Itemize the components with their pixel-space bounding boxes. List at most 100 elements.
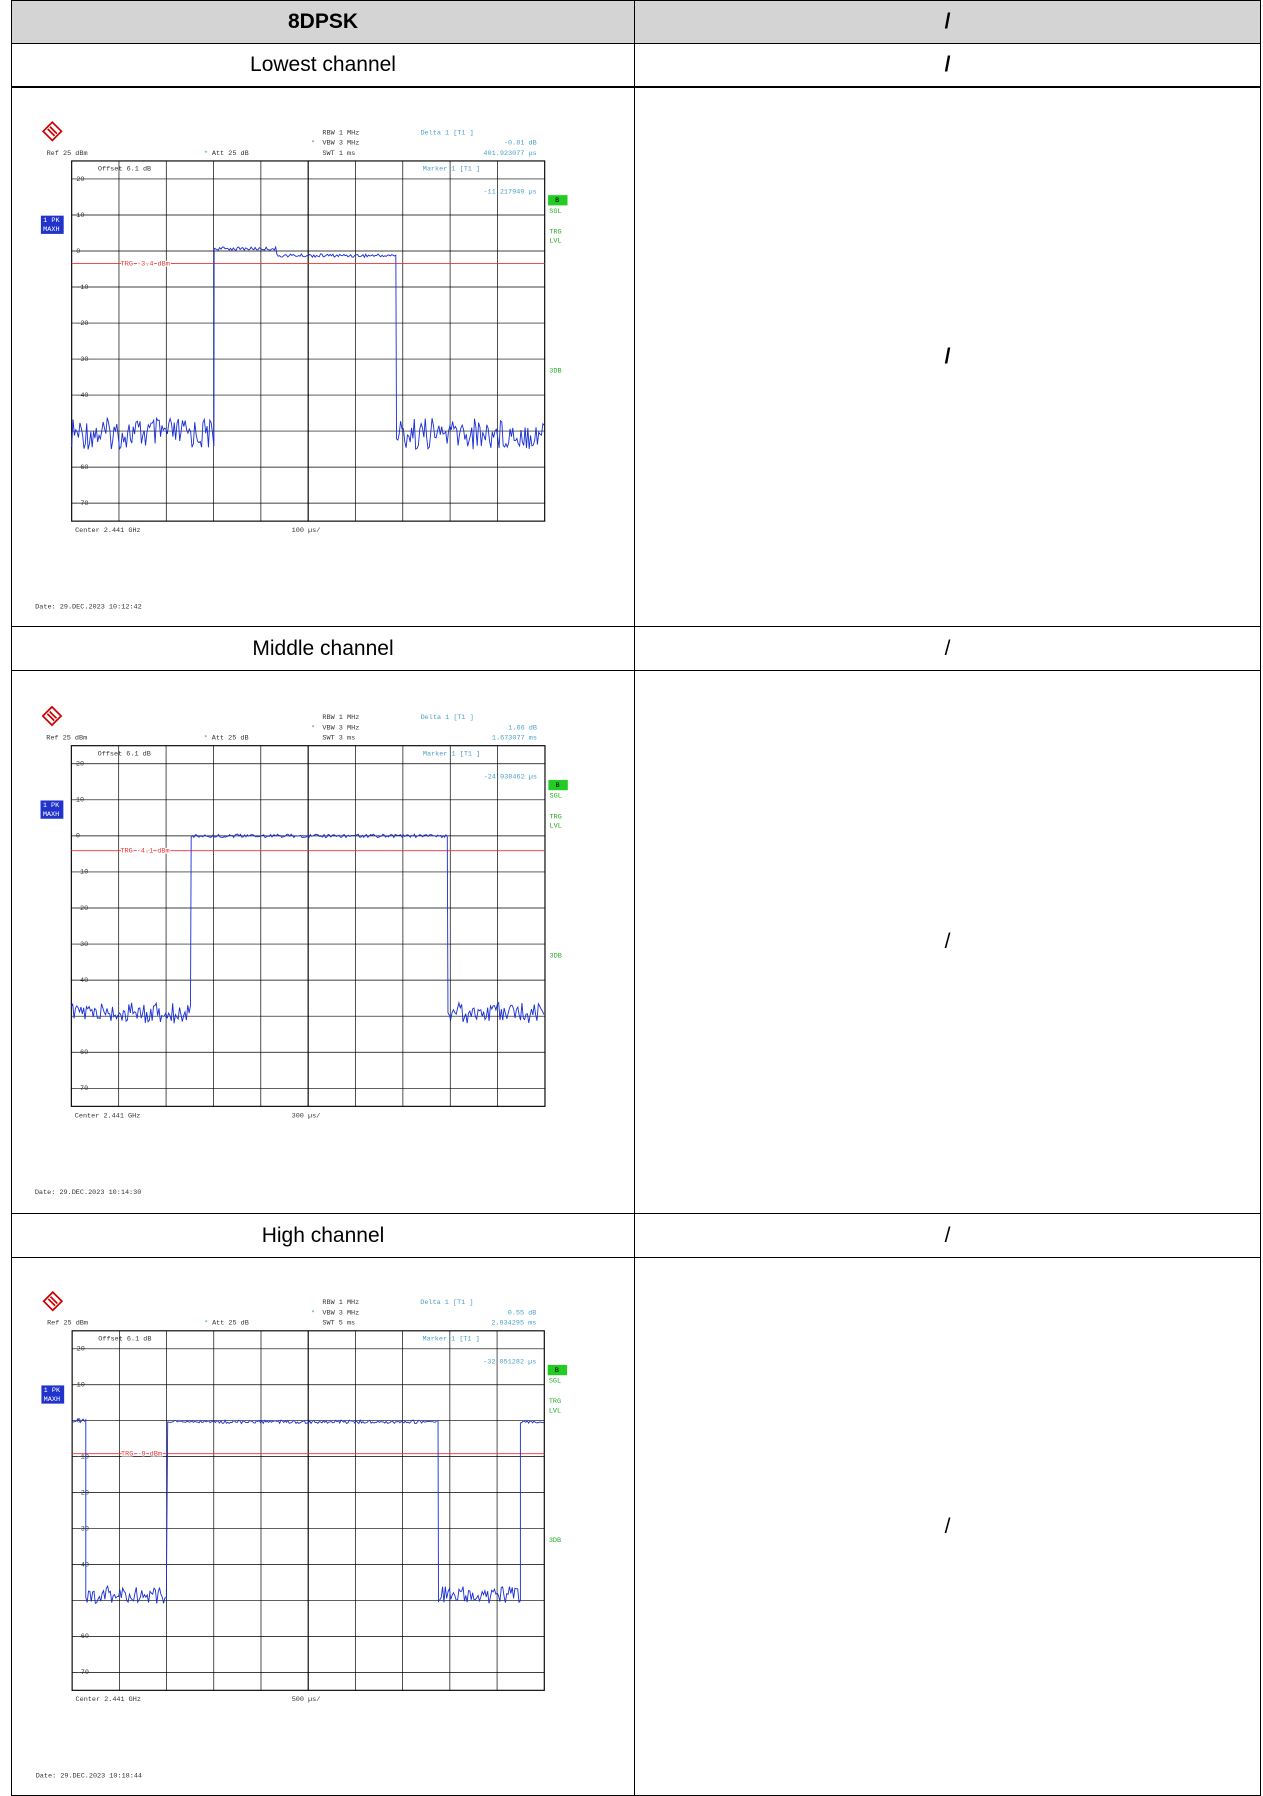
- status: 3DB: [549, 367, 561, 375]
- ref: Ref 25 dBm: [47, 1320, 88, 1328]
- trace-label: 1 PK: [43, 802, 60, 810]
- analyzer-screen: RBW 1 MHz * VBW 3 MHz SWT 3 ms Ref 25 dBm * At…: [35, 705, 568, 1197]
- trace-label: MAXH: [44, 1396, 60, 1404]
- status: B: [555, 1367, 559, 1375]
- y-tick-label: -70: [76, 500, 88, 508]
- sweep: 300 µs/: [292, 1112, 321, 1120]
- status: TRG: [549, 1398, 561, 1406]
- att: Att 25 dB: [212, 150, 249, 158]
- status: TRG: [550, 813, 562, 821]
- trigger-label: TRG -9 dBm: [121, 1450, 162, 1458]
- trace: [71, 245, 545, 451]
- trigger-label: TRG -3.4 dBm: [121, 260, 170, 268]
- logo-mark: [47, 1296, 58, 1307]
- y-tick-label: -10: [77, 1453, 89, 1461]
- marker-title: Marker 1 [T1 ]: [423, 1336, 480, 1344]
- date: Date: 29.DEC.2023 10:12:42: [35, 603, 142, 611]
- delta-value: -0.81 dB: [504, 140, 537, 148]
- status: SGL: [549, 1378, 561, 1386]
- center: Center 2.441 GHz: [76, 1696, 141, 1704]
- y-tick-label: 0: [77, 1417, 81, 1425]
- logo-mark: [46, 710, 58, 722]
- offset: Offset 6.1 dB: [98, 166, 151, 174]
- delta-time: 1.673077 ms: [492, 735, 537, 743]
- delta-value: 0.55 dB: [508, 1309, 537, 1317]
- trace-label: MAXH: [43, 811, 59, 819]
- vbw: VBW 3 MHz: [322, 1309, 359, 1317]
- logo: [41, 705, 63, 727]
- marker-title: Marker 1 [T1 ]: [423, 751, 480, 759]
- status: SGL: [550, 793, 562, 801]
- status: B: [555, 782, 559, 790]
- status: B: [555, 197, 559, 205]
- date: Date: 29.DEC.2023 10:18:44: [36, 1772, 142, 1780]
- trace-label: 1 PK: [44, 1387, 61, 1395]
- header-cell: 8DPSK: [11, 0, 635, 44]
- y-tick-label: -20: [76, 905, 88, 913]
- header-cell: /: [634, 0, 1261, 44]
- offset: Offset 6.1 dB: [98, 1336, 151, 1344]
- status: LVL: [549, 238, 561, 246]
- row-result: /: [634, 626, 1261, 671]
- offset: Offset 6.1 dB: [98, 751, 151, 759]
- y-tick-label: -60: [76, 1049, 88, 1057]
- att: Att 25 dB: [212, 735, 249, 743]
- trigger-label: TRG -4.1 dBm: [120, 848, 169, 856]
- sweep: 100 µs/: [292, 527, 321, 535]
- y-tick-label: -10: [76, 284, 88, 292]
- y-tick-label: -40: [77, 1561, 89, 1569]
- trace-label: MAXH: [43, 226, 59, 234]
- y-tick-label: -30: [77, 1525, 89, 1533]
- delta-time: 2.934295 ms: [491, 1320, 536, 1328]
- trace-label-box: [40, 800, 64, 819]
- marker-time: -11.217949 µs: [483, 189, 536, 197]
- y-tick-label: -60: [77, 1633, 89, 1641]
- status: LVL: [550, 822, 562, 830]
- y-tick-label: 0: [76, 248, 80, 256]
- y-tick-label: -30: [76, 356, 88, 364]
- row-result: /: [634, 43, 1261, 87]
- status: LVL: [549, 1407, 561, 1415]
- status: 3DB: [550, 953, 562, 961]
- ref: Ref 25 dBm: [47, 150, 88, 158]
- vbw-star: *: [311, 724, 315, 732]
- vbw: VBW 3 MHz: [322, 724, 359, 732]
- y-tick-label: -40: [76, 392, 88, 400]
- vbw-star: *: [311, 140, 315, 148]
- date: Date: 29.DEC.2023 10:14:30: [35, 1189, 142, 1197]
- rbw: RBW 1 MHz: [322, 714, 359, 722]
- rbw: RBW 1 MHz: [322, 1299, 359, 1307]
- delta-title: Delta 1 [T1 ]: [420, 1299, 473, 1307]
- delta-title: Delta 1 [T1 ]: [420, 129, 473, 137]
- y-tick-label: 10: [76, 212, 84, 220]
- y-tick-label: -70: [77, 1669, 89, 1677]
- trace: [72, 1418, 544, 1604]
- delta-title: Delta 1 [T1 ]: [421, 714, 474, 722]
- marker-time: -32.051282 µs: [483, 1358, 536, 1366]
- logo: [42, 1290, 64, 1312]
- status: 3DB: [549, 1537, 561, 1545]
- status: SGL: [549, 208, 561, 216]
- swt: SWT 1 ms: [322, 150, 355, 158]
- marker-title: Marker 1 [T1 ]: [423, 166, 480, 174]
- y-tick-label: -60: [76, 464, 88, 472]
- logo: [41, 120, 63, 142]
- delta-time: 401.923077 µs: [483, 150, 536, 158]
- y-tick-label: -30: [76, 941, 88, 949]
- att-star: *: [204, 1320, 208, 1328]
- row-label: Lowest channel: [11, 43, 635, 87]
- analyzer-screen: RBW 1 MHz * VBW 3 MHz SWT 5 ms Ref 25 dBm * At…: [36, 1290, 568, 1780]
- row-label: Middle channel: [11, 626, 635, 671]
- att-star: *: [204, 150, 208, 158]
- trace-label-box: [40, 215, 64, 234]
- att-star: *: [204, 735, 208, 743]
- y-tick-label: 20: [76, 176, 84, 184]
- result-cell: /: [634, 1257, 1261, 1796]
- result-cell: /: [634, 87, 1261, 627]
- y-tick-label: -10: [76, 869, 88, 877]
- y-tick-label: 20: [77, 1346, 85, 1354]
- y-tick-label: -40: [76, 977, 88, 985]
- y-tick-label: -20: [77, 1489, 89, 1497]
- marker-time: -24.038462 µs: [484, 773, 537, 781]
